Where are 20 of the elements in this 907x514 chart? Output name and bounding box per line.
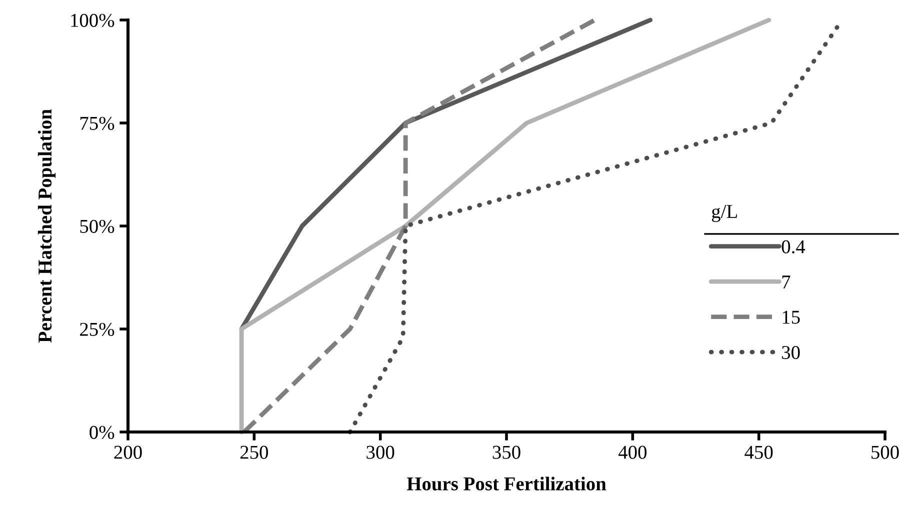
legend-label: 15 <box>782 310 800 324</box>
x-tick-label: 200 <box>114 446 142 459</box>
x-axis-title: Hours Post Fertilization <box>406 476 606 490</box>
y-tick-label: 25% <box>80 322 114 336</box>
x-tick-label: 500 <box>872 446 899 459</box>
legend-label: 0.4 <box>782 240 806 254</box>
x-tick-label: 350 <box>492 446 520 459</box>
x-tick-label: 250 <box>240 446 268 459</box>
x-tick-label: 300 <box>366 446 394 459</box>
y-tick-label: 75% <box>80 116 114 130</box>
x-tick-label: 400 <box>618 446 647 459</box>
line-series <box>239 18 772 434</box>
y-tick-label: 50% <box>80 220 114 233</box>
legend-label: 7 <box>782 276 790 288</box>
legend-title: g/L <box>712 205 737 222</box>
legend-label: 30 <box>782 346 800 360</box>
y-tick-label: 0% <box>90 426 114 439</box>
x-tick-label: 450 <box>744 446 773 459</box>
y-axis-title: Percent Hatched Population <box>38 109 56 343</box>
y-tick-label: 100% <box>71 14 114 27</box>
